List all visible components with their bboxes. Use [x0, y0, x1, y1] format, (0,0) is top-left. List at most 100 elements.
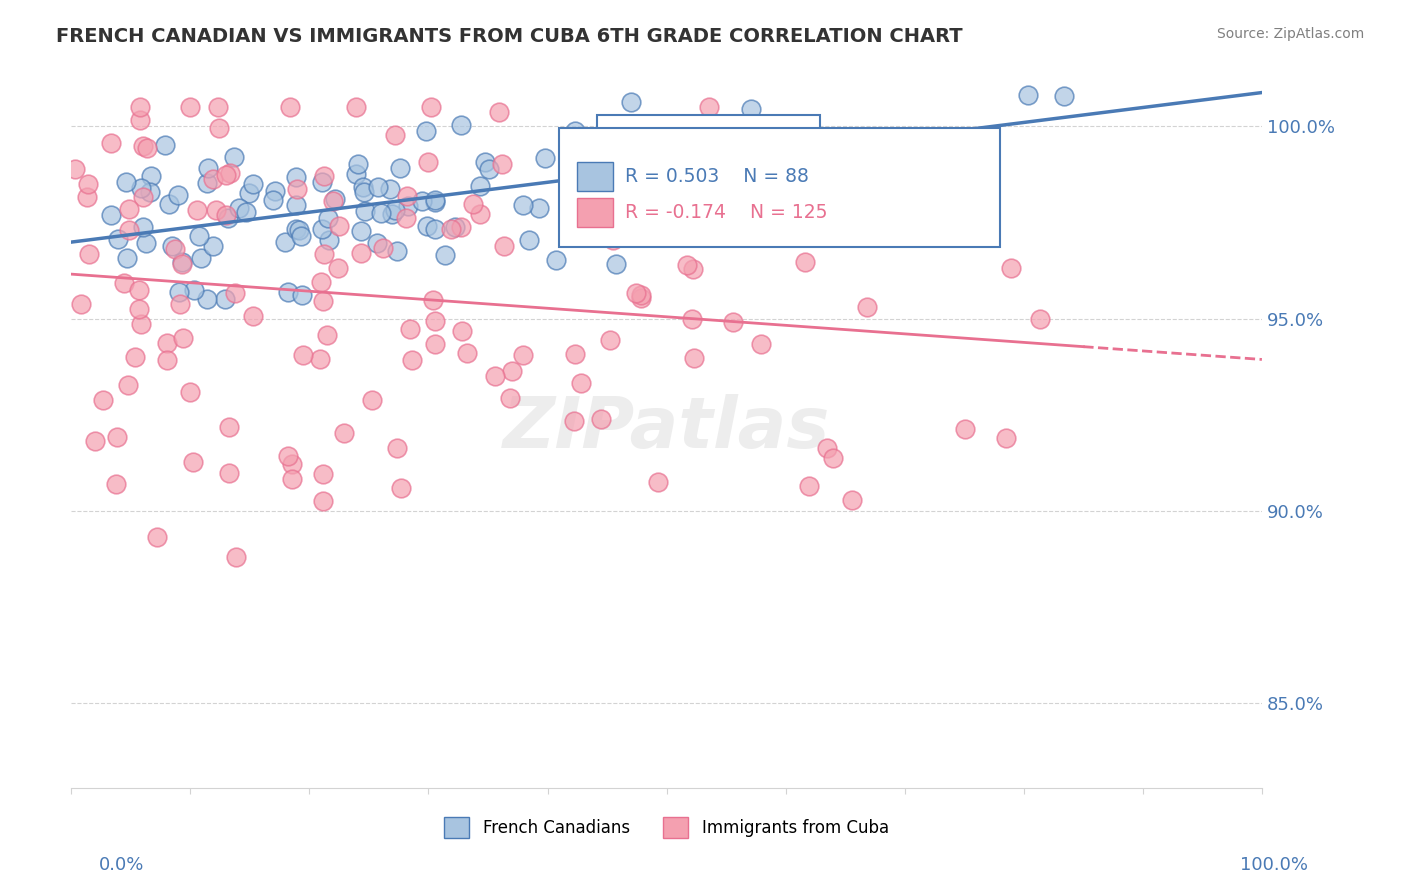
Point	[456, 345, 478, 359]
Point	[655, 120, 678, 135]
Point	[277, 449, 299, 463]
Point	[385, 441, 408, 455]
Point	[242, 309, 264, 323]
Point	[318, 233, 340, 247]
Point	[517, 233, 540, 247]
Text: R = -0.174    N = 125: R = -0.174 N = 125	[624, 202, 827, 222]
Point	[856, 300, 879, 314]
Point	[214, 293, 236, 307]
Point	[352, 179, 374, 194]
Point	[350, 224, 373, 238]
Point	[323, 192, 346, 206]
Point	[107, 232, 129, 246]
Point	[546, 252, 568, 267]
Point	[599, 334, 621, 348]
Point	[179, 100, 201, 114]
Point	[202, 239, 225, 253]
Point	[381, 207, 404, 221]
Point	[262, 193, 284, 207]
Point	[589, 412, 612, 426]
Point	[170, 257, 193, 271]
Point	[953, 422, 976, 436]
Point	[131, 190, 153, 204]
Point	[238, 186, 260, 201]
Point	[564, 124, 586, 138]
Point	[312, 169, 335, 183]
Point	[129, 181, 152, 195]
Point	[179, 385, 201, 400]
Point	[995, 431, 1018, 445]
Point	[396, 199, 419, 213]
Point	[1017, 88, 1039, 103]
Point	[195, 176, 218, 190]
Point	[172, 331, 194, 345]
Point	[129, 318, 152, 332]
Point	[128, 100, 150, 114]
Point	[721, 179, 744, 194]
FancyBboxPatch shape	[560, 128, 1000, 246]
Point	[564, 347, 586, 361]
Point	[491, 157, 513, 171]
Point	[371, 241, 394, 255]
Point	[70, 297, 93, 311]
Point	[135, 236, 157, 251]
Point	[647, 475, 669, 490]
Bar	[578, 162, 613, 191]
Point	[422, 293, 444, 307]
Point	[675, 258, 697, 272]
Point	[166, 188, 188, 202]
Point	[444, 220, 467, 235]
Point	[100, 136, 122, 150]
Point	[309, 352, 332, 367]
Point	[803, 141, 825, 155]
Point	[284, 222, 307, 236]
Point	[117, 202, 139, 216]
Point	[395, 211, 418, 226]
Point	[353, 185, 375, 199]
Point	[83, 434, 105, 448]
Point	[366, 236, 388, 251]
Point	[484, 369, 506, 384]
Point	[326, 260, 349, 275]
Point	[569, 376, 592, 391]
Point	[274, 235, 297, 249]
Point	[384, 128, 406, 143]
Point	[821, 450, 844, 465]
Point	[309, 275, 332, 289]
Point	[135, 141, 157, 155]
Point	[797, 478, 820, 492]
Point	[423, 314, 446, 328]
Point	[527, 201, 550, 215]
Point	[290, 229, 312, 244]
Point	[314, 247, 336, 261]
Text: FRENCH CANADIAN VS IMMIGRANTS FROM CUBA 6TH GRADE CORRELATION CHART: FRENCH CANADIAN VS IMMIGRANTS FROM CUBA …	[56, 27, 963, 45]
Point	[277, 285, 299, 299]
Point	[450, 118, 472, 132]
Point	[418, 155, 440, 169]
Point	[292, 348, 315, 362]
Point	[219, 166, 242, 180]
Point	[169, 285, 191, 299]
Point	[638, 184, 661, 198]
Point	[208, 120, 231, 135]
Point	[190, 251, 212, 265]
Point	[291, 288, 314, 302]
Point	[224, 286, 246, 301]
Point	[115, 175, 138, 189]
Point	[316, 327, 339, 342]
Text: 0.0%: 0.0%	[98, 855, 143, 873]
Point	[1000, 260, 1022, 275]
Bar	[578, 198, 613, 227]
Point	[215, 168, 238, 182]
Point	[132, 138, 155, 153]
Point	[389, 481, 412, 495]
Point	[77, 246, 100, 260]
Point	[501, 364, 523, 378]
Text: Source: ZipAtlas.com: Source: ZipAtlas.com	[1216, 27, 1364, 41]
Point	[186, 203, 208, 218]
Point	[172, 254, 194, 268]
Point	[146, 530, 169, 544]
Point	[207, 100, 229, 114]
Point	[91, 393, 114, 408]
Point	[841, 492, 863, 507]
